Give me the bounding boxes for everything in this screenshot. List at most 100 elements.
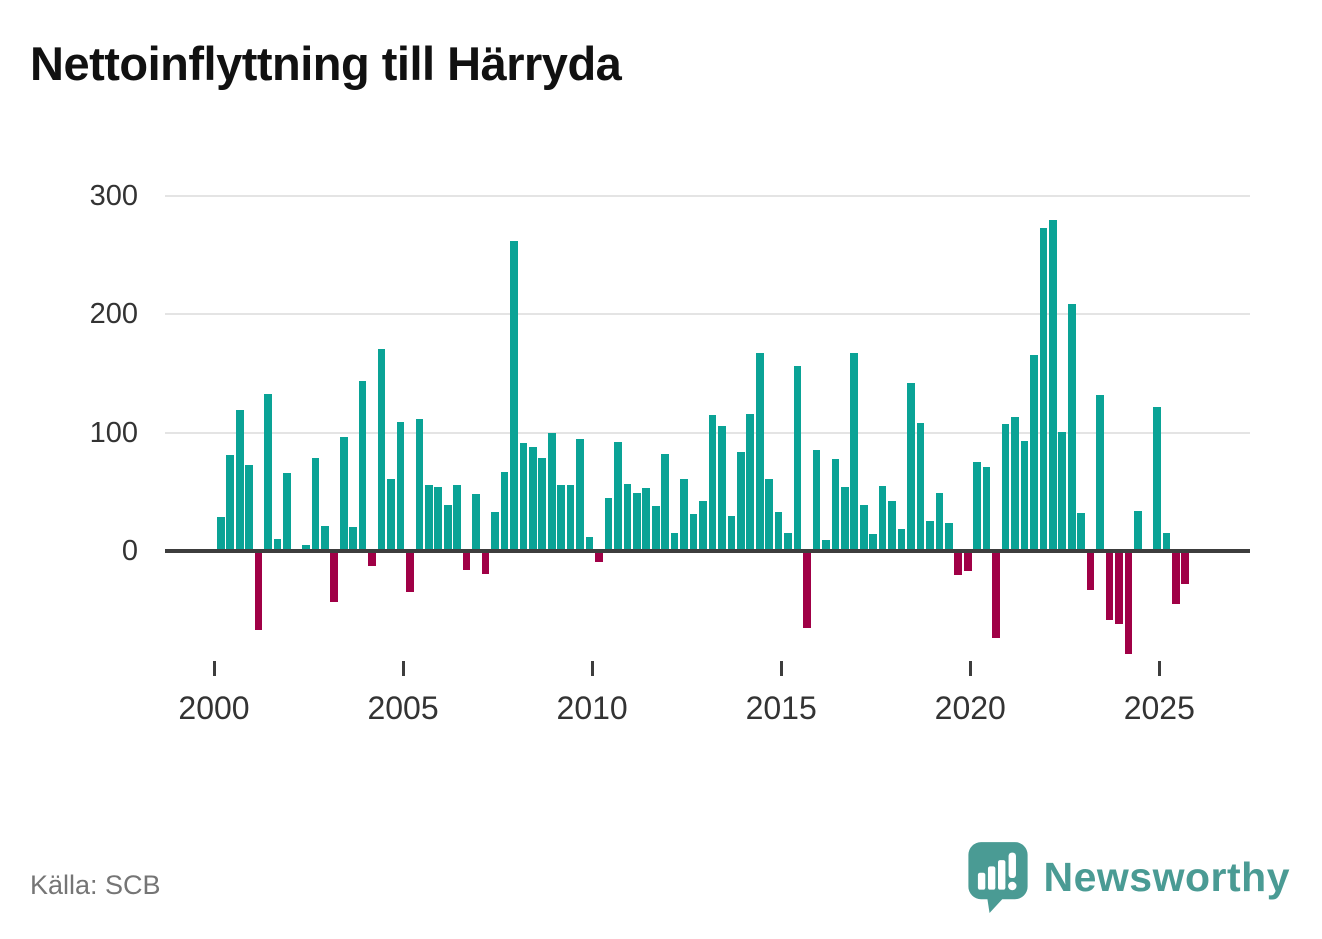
bar-2025-Q3 xyxy=(1181,553,1189,584)
x-axis-label-2025: 2025 xyxy=(1123,690,1195,726)
x-axis-label-2010: 2010 xyxy=(556,690,628,726)
bar-2020-Q1 xyxy=(973,462,981,551)
bar-2013-Q1 xyxy=(708,414,717,551)
bar-2014-Q1 xyxy=(746,413,755,551)
bar-2008-Q3 xyxy=(538,457,547,551)
bar-2016-Q2 xyxy=(831,458,840,551)
bar-2005-Q1 xyxy=(406,553,414,593)
x-axis-tick-2025 xyxy=(1157,661,1161,676)
x-axis-label-2005: 2005 xyxy=(367,690,439,726)
bar-2011-Q1 xyxy=(633,493,641,551)
x-axis-label-2015: 2015 xyxy=(745,690,817,726)
bar-2012-Q2 xyxy=(680,478,688,551)
bar-2018-Q2 xyxy=(907,383,915,551)
bar-2023-Q1 xyxy=(1086,553,1095,590)
bar-2012-Q3 xyxy=(689,514,698,551)
newsworthy-logo-icon xyxy=(967,842,1028,913)
bar-2015-Q3 xyxy=(803,553,811,628)
bar-2009-Q1 xyxy=(557,484,565,551)
x-axis-label-2020: 2020 xyxy=(934,690,1006,726)
bar-2007-Q3 xyxy=(500,471,509,551)
bar-2018-Q1 xyxy=(897,528,906,551)
bar-2022-Q1 xyxy=(1049,219,1057,551)
y-axis-label-300: 300 xyxy=(89,180,138,213)
bar-2015-Q1 xyxy=(784,533,792,551)
bar-2006-Q1 xyxy=(443,504,452,551)
bar-2019-Q1 xyxy=(935,493,944,551)
bar-2016-Q1 xyxy=(822,540,830,551)
bar-2015-Q2 xyxy=(793,366,802,551)
bar-2006-Q4 xyxy=(472,494,480,551)
gridline-200 xyxy=(165,313,1250,316)
bar-2016-Q4 xyxy=(850,353,859,551)
bar-2010-Q2 xyxy=(604,497,613,551)
bar-2007-Q1 xyxy=(481,553,490,575)
source-label: Källa: SCB xyxy=(30,870,161,900)
bar-2020-Q2 xyxy=(982,467,991,551)
bar-2019-Q3 xyxy=(954,553,963,576)
newsworthy-logo-text: Newsworthy xyxy=(1043,853,1290,900)
gridline-300 xyxy=(165,195,1250,198)
bar-2003-Q4 xyxy=(358,380,367,551)
x-axis-tick-2000 xyxy=(212,661,216,676)
bar-2022-Q2 xyxy=(1058,431,1067,551)
bar-2018-Q3 xyxy=(916,423,925,551)
bar-2002-Q4 xyxy=(321,526,329,551)
bar-2021-Q4 xyxy=(1039,228,1048,551)
bar-2014-Q4 xyxy=(774,511,783,551)
bar-2001-Q2 xyxy=(264,393,272,551)
bar-2007-Q4 xyxy=(510,241,518,551)
bar-2013-Q2 xyxy=(718,425,726,551)
bar-2000-Q2 xyxy=(226,455,235,551)
bar-2015-Q4 xyxy=(812,450,821,551)
bar-2011-Q2 xyxy=(642,488,651,551)
bar-2002-Q2 xyxy=(302,545,310,551)
bar-2024-Q4 xyxy=(1153,406,1161,551)
bar-2014-Q3 xyxy=(765,478,773,551)
bar-2017-Q4 xyxy=(888,501,896,551)
bar-2004-Q2 xyxy=(377,348,386,551)
y-axis-label-200: 200 xyxy=(89,298,138,331)
bar-2019-Q2 xyxy=(945,522,953,551)
bar-2013-Q4 xyxy=(737,451,745,551)
bar-2011-Q3 xyxy=(651,506,660,551)
bar-2007-Q2 xyxy=(491,511,499,551)
bar-2009-Q2 xyxy=(566,484,575,551)
bar-2011-Q4 xyxy=(661,453,669,551)
bar-2020-Q4 xyxy=(1001,424,1010,551)
x-axis-tick-2015 xyxy=(779,661,783,676)
bar-2003-Q1 xyxy=(330,553,339,602)
bar-2017-Q2 xyxy=(869,534,877,551)
bar-2025-Q1 xyxy=(1162,533,1171,551)
bar-2018-Q4 xyxy=(926,521,934,551)
bar-2017-Q3 xyxy=(878,485,887,551)
x-axis-label-2000: 2000 xyxy=(178,690,250,726)
bar-2001-Q1 xyxy=(254,553,263,630)
bar-2023-Q2 xyxy=(1096,394,1104,551)
bar-2014-Q2 xyxy=(755,353,764,551)
x-axis-tick-2010 xyxy=(590,661,594,676)
bar-2001-Q3 xyxy=(273,539,282,551)
bar-2022-Q4 xyxy=(1077,513,1085,551)
bar-2013-Q3 xyxy=(727,515,736,551)
bar-2000-Q1 xyxy=(217,516,225,551)
bar-2001-Q4 xyxy=(283,472,291,551)
bar-2008-Q4 xyxy=(547,432,556,551)
bar-2004-Q4 xyxy=(396,422,405,551)
bar-2024-Q1 xyxy=(1124,553,1133,654)
bar-2022-Q3 xyxy=(1067,303,1076,551)
x-axis-line xyxy=(165,549,1250,553)
bar-2003-Q3 xyxy=(349,527,357,551)
bar-2006-Q3 xyxy=(462,553,471,570)
bar-2010-Q3 xyxy=(614,442,622,551)
bar-2002-Q3 xyxy=(311,457,320,551)
bar-2012-Q4 xyxy=(699,501,707,551)
bar-2005-Q3 xyxy=(425,484,433,551)
y-axis-label-0: 0 xyxy=(121,535,138,567)
x-axis-tick-2020 xyxy=(968,661,972,676)
bar-2009-Q3 xyxy=(576,438,584,551)
bar-2009-Q4 xyxy=(585,536,594,551)
bar-2021-Q3 xyxy=(1030,354,1038,551)
bar-2024-Q2 xyxy=(1134,510,1142,551)
